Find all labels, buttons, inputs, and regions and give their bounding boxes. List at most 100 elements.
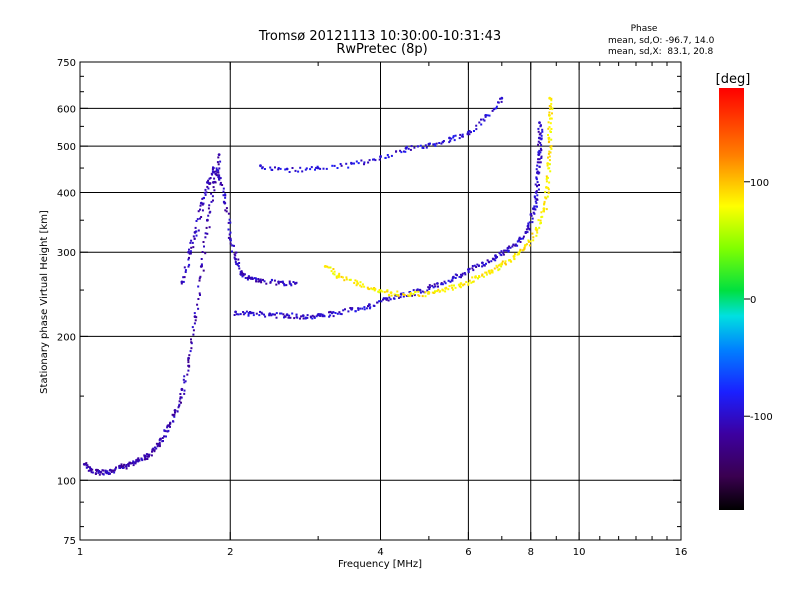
echo-point bbox=[288, 171, 291, 173]
echo-point bbox=[154, 446, 156, 449]
echo-point bbox=[297, 170, 300, 173]
echo-point bbox=[277, 282, 280, 285]
echo-point bbox=[528, 227, 531, 230]
echo-point bbox=[193, 237, 196, 240]
echo-point bbox=[85, 464, 88, 467]
echo-point bbox=[246, 278, 249, 281]
echo-point bbox=[454, 134, 457, 137]
echo-point bbox=[330, 270, 333, 273]
echo-point bbox=[179, 397, 182, 400]
echo-point bbox=[247, 311, 250, 314]
echo-point bbox=[343, 279, 346, 282]
echo-point bbox=[525, 243, 528, 246]
echo-point bbox=[389, 298, 392, 301]
echo-point bbox=[424, 291, 427, 294]
data-point bbox=[180, 280, 184, 284]
echo-point bbox=[178, 404, 181, 407]
echo-point bbox=[331, 164, 334, 167]
echo-point bbox=[227, 228, 230, 231]
echo-point bbox=[204, 236, 207, 239]
echo-point bbox=[533, 196, 536, 199]
echo-point bbox=[395, 150, 397, 153]
data-point bbox=[89, 468, 92, 472]
echo-point bbox=[407, 147, 410, 150]
echo-point bbox=[98, 470, 100, 472]
echo-point bbox=[526, 231, 529, 234]
echo-point bbox=[134, 461, 137, 464]
echo-point bbox=[356, 280, 359, 283]
colorbar-label: [deg] bbox=[716, 72, 751, 87]
echo-point bbox=[411, 294, 413, 297]
y-tick-label: 200 bbox=[57, 332, 76, 343]
echo-point bbox=[113, 469, 116, 472]
data-point bbox=[500, 262, 504, 265]
echo-point bbox=[255, 278, 258, 281]
echo-point bbox=[202, 241, 205, 243]
echo-point bbox=[454, 273, 457, 276]
echo-point bbox=[132, 464, 135, 467]
echo-point bbox=[535, 226, 537, 229]
echo-point bbox=[304, 316, 307, 319]
echo-point bbox=[347, 310, 350, 313]
echo-point bbox=[537, 127, 540, 130]
x-tick-label: 10 bbox=[573, 547, 586, 558]
data-point bbox=[545, 186, 548, 189]
echo-point bbox=[378, 300, 381, 303]
echo-point bbox=[219, 160, 222, 163]
echo-point bbox=[164, 430, 167, 433]
echo-point bbox=[289, 283, 292, 285]
echo-point bbox=[114, 467, 117, 470]
echo-point bbox=[438, 142, 441, 144]
echo-point bbox=[184, 380, 187, 383]
data-point bbox=[548, 96, 552, 100]
echo-point bbox=[503, 249, 506, 252]
echo-point bbox=[530, 214, 533, 217]
echo-point bbox=[359, 281, 362, 284]
echo-point bbox=[545, 175, 548, 178]
data-point bbox=[285, 313, 289, 317]
echo-point bbox=[132, 460, 135, 463]
echo-point bbox=[257, 278, 260, 280]
echo-point bbox=[548, 126, 551, 129]
echo-point bbox=[473, 264, 476, 267]
echo-point bbox=[197, 210, 200, 213]
data-point bbox=[487, 269, 491, 273]
echo-point bbox=[386, 154, 389, 156]
echo-point bbox=[467, 282, 470, 285]
echo-point bbox=[158, 441, 161, 444]
echo-point bbox=[275, 283, 278, 286]
echo-point bbox=[548, 155, 551, 158]
echo-point bbox=[128, 462, 131, 465]
data-point bbox=[506, 246, 510, 250]
echo-point bbox=[291, 312, 294, 315]
echo-point bbox=[355, 284, 358, 287]
echo-point bbox=[421, 295, 424, 298]
echo-point bbox=[237, 258, 240, 261]
echo-point bbox=[393, 297, 396, 300]
echo-point bbox=[214, 170, 217, 173]
echo-point bbox=[102, 473, 105, 476]
y-axis-ticks: 75 100 200 300 400 500 600 750 bbox=[57, 58, 681, 547]
echo-point bbox=[191, 326, 194, 329]
echo-point bbox=[183, 276, 186, 279]
echo-point bbox=[219, 183, 222, 186]
echo-point bbox=[133, 461, 136, 464]
data-point bbox=[448, 136, 451, 140]
echo-point bbox=[272, 313, 275, 316]
echo-point bbox=[182, 276, 185, 279]
echo-point bbox=[399, 296, 402, 299]
echo-point bbox=[461, 133, 464, 136]
data-point bbox=[316, 166, 320, 170]
echo-point bbox=[514, 244, 517, 247]
echo-point bbox=[211, 195, 214, 198]
echo-point bbox=[360, 285, 363, 288]
echo-point bbox=[517, 253, 520, 256]
data-point bbox=[268, 312, 272, 316]
echo-point bbox=[326, 265, 329, 268]
echo-points bbox=[82, 96, 554, 476]
data-point bbox=[82, 462, 86, 466]
echo-point bbox=[397, 294, 400, 296]
echo-point bbox=[547, 186, 550, 189]
echo-point bbox=[294, 169, 297, 172]
echo-point bbox=[174, 411, 176, 414]
